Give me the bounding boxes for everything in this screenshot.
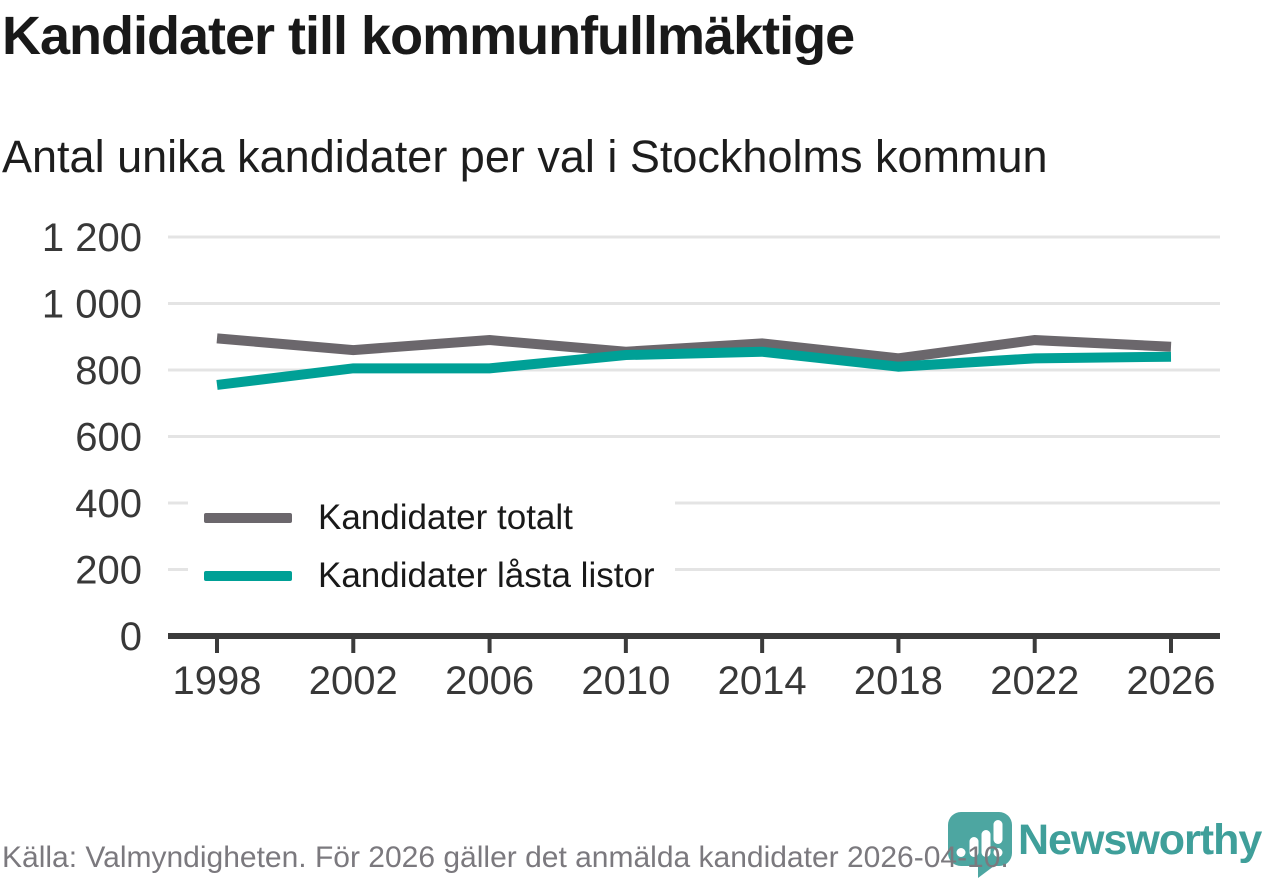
- legend-swatch-totalt-line: [204, 513, 292, 523]
- page-title: Kandidater till kommunfullmäktige: [2, 6, 855, 66]
- svg-text:200: 200: [75, 549, 142, 593]
- series-line-lasta-listor: [216, 346, 1172, 390]
- x-axis-tick-labels: 1998 2002 2006 2010 2014 2018 2022 2026: [173, 659, 1216, 703]
- svg-text:2022: 2022: [990, 659, 1079, 703]
- bar-chart-exclamation-pin-icon: [948, 812, 1012, 878]
- source-note: Källa: Valmyndigheten. För 2026 gäller d…: [2, 841, 1009, 874]
- newsworthy-wordmark: Newsworthy: [1018, 816, 1262, 864]
- svg-text:2010: 2010: [581, 659, 670, 703]
- svg-text:400: 400: [75, 482, 142, 526]
- svg-text:1998: 1998: [173, 659, 262, 703]
- svg-text:2018: 2018: [854, 659, 943, 703]
- svg-text:2006: 2006: [445, 659, 534, 703]
- svg-text:0: 0: [120, 615, 142, 659]
- legend-item-kandidater-totalt: Kandidater totalt: [204, 496, 655, 540]
- legend-label-totalt: Kandidater totalt: [318, 498, 573, 537]
- newsworthy-logo: Newsworthy: [946, 810, 1262, 879]
- svg-text:2026: 2026: [1127, 659, 1216, 703]
- chart-legend: Kandidater totalt Kandidater låsta listo…: [188, 490, 675, 608]
- y-axis-tick-labels: 0 200 400 600 800 1 000 1 200: [42, 216, 142, 659]
- series-line-totalt: [216, 333, 1172, 364]
- svg-text:600: 600: [75, 416, 142, 460]
- chart-subtitle: Antal unika kandidater per val i Stockho…: [2, 131, 1048, 182]
- legend-item-kandidater-lasta-listor: Kandidater låsta listor: [204, 554, 655, 598]
- svg-text:2002: 2002: [309, 659, 398, 703]
- svg-text:800: 800: [75, 349, 142, 393]
- svg-text:1 000: 1 000: [42, 283, 142, 327]
- legend-label-lasta-listor: Kandidater låsta listor: [318, 556, 655, 595]
- svg-text:2014: 2014: [718, 659, 807, 703]
- svg-text:1 200: 1 200: [42, 216, 142, 260]
- legend-swatch-lasta-listor-line: [204, 571, 292, 581]
- x-axis-ticks: [215, 636, 1173, 653]
